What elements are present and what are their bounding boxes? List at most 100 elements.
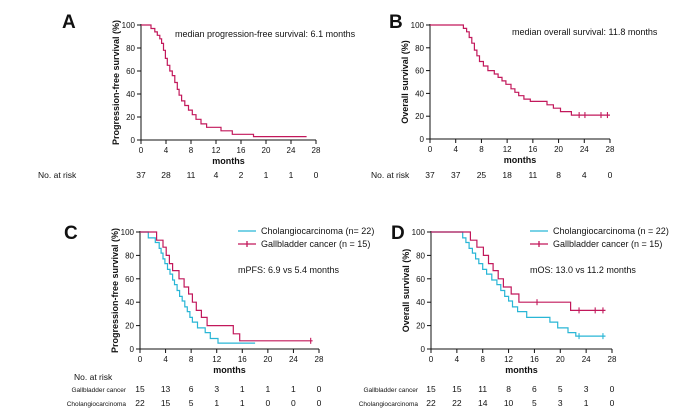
y-axis-label: Progression-free survival (%) (111, 20, 121, 145)
risk-row-label: Gallbladder cancer (363, 387, 418, 394)
x-tick-label: 0 (429, 355, 434, 364)
x-tick-label: 20 (263, 355, 272, 364)
x-tick-label: 24 (289, 355, 298, 364)
x-axis-label: months (504, 155, 537, 165)
x-tick-label: 4 (163, 355, 168, 364)
risk-row-label: Gallbladder cancer (71, 387, 126, 394)
x-tick-label: 28 (315, 355, 324, 364)
x-tick-label: 20 (556, 355, 565, 364)
y-tick-label: 80 (416, 251, 425, 260)
x-tick-label: 8 (189, 146, 194, 155)
y-tick-label: 0 (420, 135, 425, 144)
x-tick-label: 16 (528, 145, 537, 154)
y-tick-label: 20 (126, 113, 135, 122)
risk-value: 11 (478, 384, 487, 394)
risk-value: 3 (214, 384, 219, 394)
x-tick-label: 8 (479, 145, 484, 154)
y-tick-label: 60 (125, 275, 134, 284)
x-tick-label: 28 (608, 355, 617, 364)
x-tick-label: 12 (212, 355, 221, 364)
y-tick-label: 80 (125, 251, 134, 260)
risk-value: 0 (608, 170, 613, 180)
y-tick-label: 60 (415, 67, 424, 76)
risk-value: 1 (240, 398, 245, 408)
x-tick-label: 16 (237, 146, 246, 155)
x-tick-label: 20 (262, 146, 271, 155)
risk-value: 6 (189, 384, 194, 394)
risk-value: 37 (136, 170, 146, 180)
survival-curve-cyan (431, 231, 606, 337)
risk-value: 5 (558, 384, 563, 394)
x-tick-label: 28 (312, 146, 321, 155)
y-tick-label: 0 (421, 345, 426, 354)
survival-curve-pink (141, 24, 307, 138)
risk-value: 15 (161, 398, 171, 408)
y-tick-label: 60 (126, 67, 135, 76)
risk-value: 1 (584, 398, 589, 408)
y-axis-label: Progression-free survival (%) (110, 228, 120, 353)
risk-value: 4 (214, 170, 219, 180)
y-tick-label: 20 (415, 112, 424, 121)
risk-value: 0 (291, 398, 296, 408)
risk-value: 1 (289, 170, 294, 180)
risk-value: 15 (135, 384, 145, 394)
panel-letter: B (389, 12, 403, 33)
x-tick-label: 0 (428, 145, 433, 154)
y-tick-label: 0 (130, 345, 135, 354)
risk-value: 28 (161, 170, 171, 180)
risk-value: 0 (317, 398, 322, 408)
risk-value: 0 (610, 384, 615, 394)
risk-value: 37 (451, 170, 461, 180)
risk-value: 22 (135, 398, 145, 408)
risk-value: 22 (426, 398, 436, 408)
y-axis-label: Overall survival (%) (401, 249, 411, 333)
risk-value: 5 (189, 398, 194, 408)
survival-curve-pink (430, 24, 610, 116)
y-tick-label: 40 (416, 298, 425, 307)
x-tick-label: 8 (189, 355, 194, 364)
y-tick-label: 80 (126, 44, 135, 53)
x-tick-label: 16 (238, 355, 247, 364)
panel-letter: A (62, 12, 76, 33)
y-tick-label: 40 (126, 90, 135, 99)
median-annotation: median progression-free survival: 6.1 mo… (175, 29, 356, 39)
y-tick-label: 40 (125, 298, 134, 307)
risk-value: 8 (506, 384, 511, 394)
x-axis-label: months (212, 156, 245, 166)
risk-value: 3 (584, 384, 589, 394)
y-tick-label: 100 (121, 228, 135, 237)
risk-value: 2 (239, 170, 244, 180)
risk-value: 22 (452, 398, 462, 408)
risk-value: 1 (214, 398, 219, 408)
x-axis-label: months (505, 365, 538, 375)
risk-value: 3 (558, 398, 563, 408)
x-tick-label: 20 (554, 145, 563, 154)
y-tick-label: 100 (411, 21, 425, 30)
x-tick-label: 4 (164, 146, 169, 155)
risk-value: 5 (532, 398, 537, 408)
risk-value: 10 (504, 398, 514, 408)
risk-value: 13 (161, 384, 171, 394)
survival-curve-pink (140, 231, 313, 342)
x-tick-label: 12 (504, 355, 513, 364)
risk-value: 1 (291, 384, 296, 394)
survival-curve-pink (431, 231, 606, 311)
risk-row-label: Cholangiocarcinoma (67, 401, 127, 408)
survival-curve-cyan (140, 231, 256, 344)
risk-value: 11 (528, 170, 537, 180)
risk-value: 8 (556, 170, 561, 180)
risk-value: 6 (532, 384, 537, 394)
risk-value: 1 (240, 384, 245, 394)
risk-value: 0 (610, 398, 615, 408)
panel-letter: D (391, 223, 405, 244)
y-axis-label: Overall survival (%) (400, 40, 410, 124)
y-tick-label: 20 (416, 322, 425, 331)
risk-value: 37 (425, 170, 435, 180)
risk-value: 1 (264, 170, 269, 180)
legend-label: Gallbladder cancer (n = 15) (261, 239, 370, 249)
risk-value: 0 (265, 398, 270, 408)
